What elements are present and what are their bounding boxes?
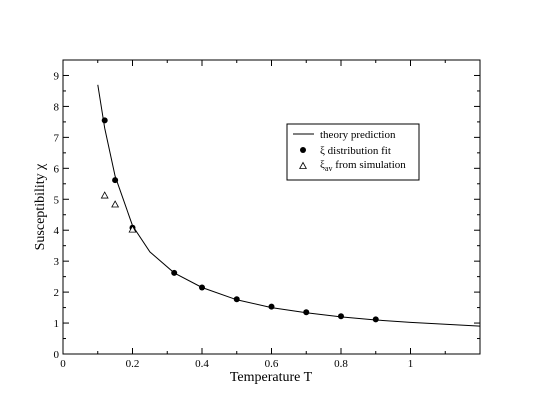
theory-prediction-line (97, 84, 481, 327)
distribution-fit-point (233, 296, 240, 303)
y-tick-label: 7 (54, 132, 60, 144)
legend: theory prediction ξ distribution fit ξav… (286, 123, 420, 181)
data-markers (100, 117, 379, 323)
y-tick-label: 4 (54, 225, 60, 237)
x-tick-label: 0.6 (265, 358, 279, 370)
distribution-fit-point (171, 269, 178, 276)
legend-box (286, 123, 420, 181)
y-axis-label: Susceptibility χ (33, 163, 48, 251)
x-tick-label: 0.8 (334, 358, 348, 370)
y-tick-label: 8 (54, 101, 60, 113)
simulation-point (128, 225, 137, 233)
legend-distribution-fit-marker (300, 147, 306, 153)
simulation-point (111, 200, 120, 208)
distribution-fit-point (199, 284, 205, 291)
distribution-fit-point (268, 303, 275, 310)
y-tick-label: 2 (54, 287, 60, 299)
x-tick-label: 0.2 (126, 358, 140, 370)
legend-simulation-label-main: ξ (320, 159, 325, 171)
x-tick-label: 0.4 (195, 358, 209, 370)
distribution-fit-point (303, 309, 310, 316)
y-tick-label: 0 (54, 349, 60, 361)
legend-distribution-fit-label: ξ distribution fit (320, 145, 391, 157)
distribution-fit-point (338, 313, 344, 320)
y-tick-label: 5 (54, 194, 60, 206)
legend-simulation-label: ξav from simulation (320, 159, 406, 173)
legend-theory-label: theory prediction (320, 129, 396, 141)
x-axis-ticks: 0 0.2 0.4 0.6 0.8 1 (60, 60, 446, 370)
legend-simulation-marker (299, 161, 307, 169)
x-tick-label: 0 (60, 358, 66, 370)
distribution-fit-point (112, 177, 119, 184)
simulation-point (100, 191, 109, 199)
legend-simulation-label-rest: from simulation (332, 159, 406, 171)
y-tick-label: 9 (54, 70, 60, 82)
distribution-fit-point (101, 117, 108, 124)
y-tick-label: 3 (54, 256, 60, 268)
y-tick-label: 6 (54, 163, 60, 175)
x-tick-label: 1 (408, 358, 414, 370)
distribution-fit-point (372, 316, 379, 323)
y-axis-ticks: 0 1 2 3 4 5 6 7 8 9 (54, 70, 480, 361)
y-tick-label: 1 (54, 318, 60, 330)
legend-simulation-label-sub: av (325, 164, 333, 173)
x-axis-label: Temperature T (230, 370, 313, 385)
